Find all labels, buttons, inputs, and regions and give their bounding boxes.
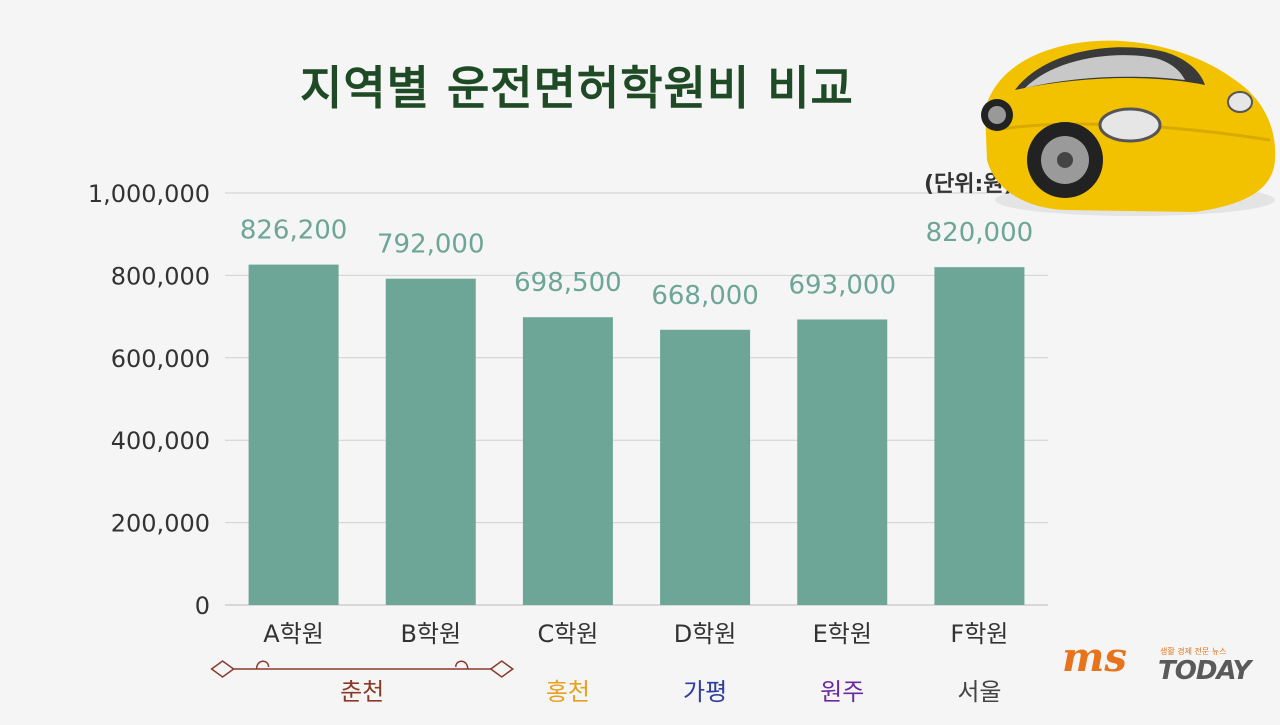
x-tick-label: D학원 (674, 620, 737, 648)
x-tick-label: C학원 (537, 620, 598, 648)
logo-mark: ms (1062, 634, 1127, 681)
region-label: 춘천 (340, 678, 384, 706)
data-label: 668,000 (651, 281, 759, 311)
x-tick-label: F학원 (950, 620, 1008, 648)
chart-title: 지역별 운전면허학원비 비교 (300, 61, 854, 115)
bar (934, 267, 1025, 605)
data-label: 698,500 (514, 268, 622, 298)
data-label: 826,200 (240, 216, 348, 246)
y-tick-label: 800,000 (111, 262, 210, 290)
group-bracket-curl (255, 660, 469, 670)
logo-tagline: 생활 경제 전문 뉴스 (1160, 647, 1227, 656)
x-tick-label: A학원 (263, 620, 324, 648)
y-tick-label: 1,000,000 (88, 180, 210, 208)
bar (248, 264, 339, 605)
bar (660, 329, 751, 605)
brand-logo: ms 생활 경제 전문 뉴스 TODAY (1062, 634, 1262, 690)
x-tick-label: E학원 (813, 620, 872, 648)
region-label: 홍천 (546, 678, 590, 706)
region-label: 원주 (820, 678, 864, 706)
x-tick-label: B학원 (400, 620, 461, 648)
car-illustration (981, 40, 1276, 216)
data-label: 820,000 (926, 218, 1034, 248)
group-bracket-ornament (210, 660, 235, 678)
bar (522, 317, 613, 605)
region-label: 서울 (957, 678, 1001, 706)
data-label: 693,000 (788, 270, 896, 300)
bar (797, 319, 888, 605)
y-tick-label: 400,000 (111, 427, 210, 455)
region-label: 가평 (683, 678, 727, 706)
y-tick-label: 0 (195, 592, 210, 620)
logo-name: TODAY (1158, 656, 1251, 686)
y-tick-label: 200,000 (111, 510, 210, 538)
y-tick-label: 600,000 (111, 345, 210, 373)
group-bracket-ornament (489, 660, 515, 678)
data-label: 792,000 (377, 230, 485, 260)
bar (385, 278, 476, 605)
